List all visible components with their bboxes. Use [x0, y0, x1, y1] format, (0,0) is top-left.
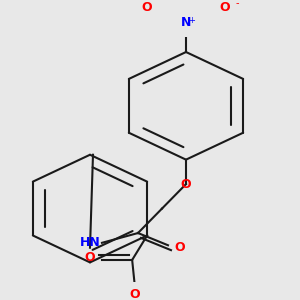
- Text: O: O: [130, 288, 140, 300]
- Text: O: O: [175, 241, 185, 254]
- Text: O: O: [220, 2, 230, 14]
- Text: O: O: [85, 251, 95, 264]
- Text: -: -: [235, 0, 239, 8]
- Text: N: N: [181, 16, 191, 29]
- Text: O: O: [181, 178, 191, 190]
- Text: O: O: [142, 2, 152, 14]
- Text: HN: HN: [80, 236, 100, 249]
- Text: +: +: [189, 16, 195, 25]
